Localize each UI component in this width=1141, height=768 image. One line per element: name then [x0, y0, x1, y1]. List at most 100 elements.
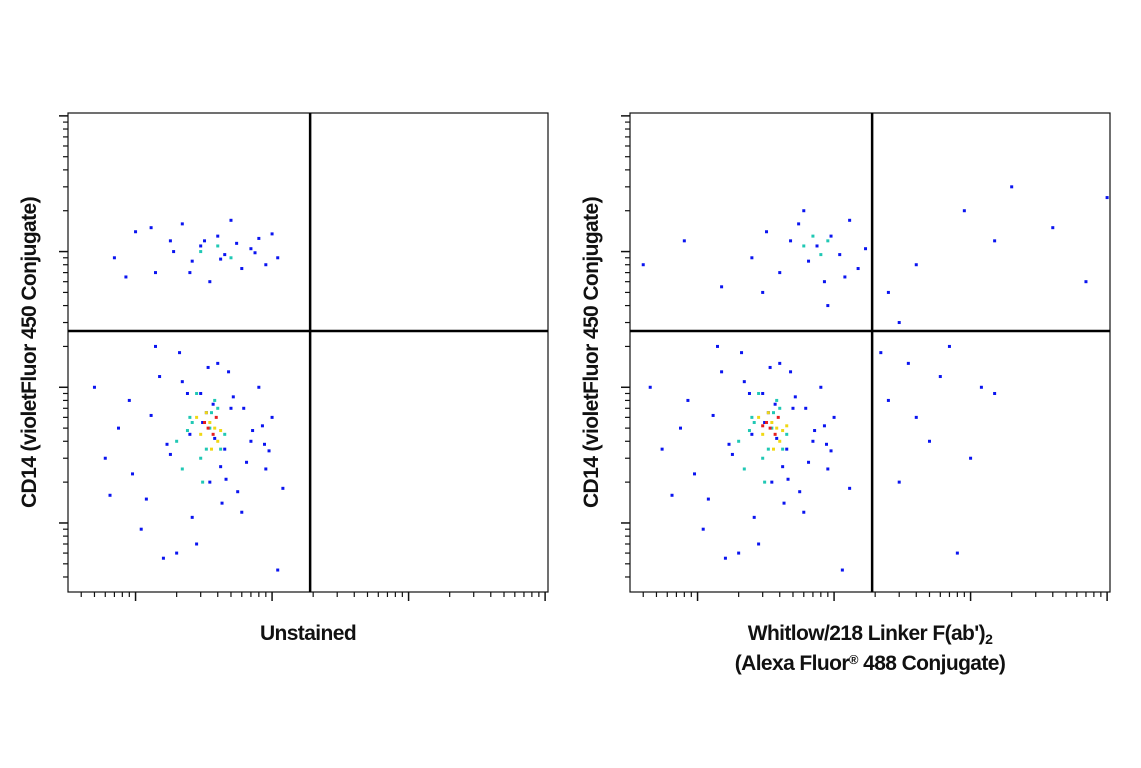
- data-point: [785, 424, 789, 428]
- data-point: [220, 501, 224, 505]
- plot-points: [92, 218, 285, 572]
- data-point: [720, 370, 724, 374]
- data-point: [267, 449, 271, 453]
- data-point: [165, 442, 169, 446]
- data-point: [693, 472, 697, 476]
- data-point: [781, 465, 785, 469]
- data-point: [927, 439, 931, 443]
- data-point: [838, 253, 842, 257]
- data-point: [124, 275, 128, 279]
- data-point: [175, 439, 179, 443]
- data-point: [276, 568, 280, 572]
- data-point: [172, 250, 176, 254]
- data-point: [670, 493, 674, 497]
- data-point: [211, 432, 215, 436]
- data-point: [822, 424, 826, 428]
- data-point: [236, 490, 240, 494]
- data-point: [737, 551, 741, 555]
- data-point: [199, 250, 203, 254]
- data-point: [781, 429, 785, 433]
- data-point: [757, 391, 761, 395]
- data-point: [134, 230, 138, 234]
- data-point: [742, 380, 746, 384]
- plot-points: [641, 185, 1109, 572]
- data-point: [260, 424, 264, 428]
- data-point: [216, 406, 220, 410]
- data-point: [761, 424, 765, 428]
- data-point: [716, 344, 720, 348]
- data-point: [798, 490, 802, 494]
- data-point: [765, 421, 769, 425]
- data-point: [190, 515, 194, 519]
- data-point: [199, 432, 203, 436]
- data-point: [914, 263, 918, 267]
- data-point: [775, 398, 779, 402]
- data-point: [224, 477, 228, 481]
- data-point: [947, 344, 951, 348]
- data-point: [264, 467, 268, 471]
- data-point: [216, 361, 220, 365]
- data-point: [214, 415, 218, 419]
- data-point: [161, 556, 165, 560]
- data-point: [235, 241, 239, 245]
- data-point: [1105, 196, 1109, 200]
- data-point: [727, 442, 731, 446]
- data-point: [804, 406, 808, 410]
- label-text: (Alexa Fluor: [735, 652, 850, 675]
- data-point: [199, 391, 203, 395]
- plot-frame: [629, 112, 1111, 593]
- y-axis-label: CD14 (violetFluor 450 Conjugate): [580, 197, 603, 508]
- data-point: [802, 209, 806, 213]
- data-point: [750, 432, 754, 436]
- data-point: [826, 239, 830, 243]
- data-point: [906, 361, 910, 365]
- data-point: [778, 271, 782, 275]
- data-point: [766, 411, 770, 415]
- data-point: [195, 415, 199, 419]
- data-point: [807, 259, 811, 263]
- data-point: [757, 542, 761, 546]
- data-point: [213, 436, 217, 440]
- data-point: [763, 421, 767, 425]
- data-point: [840, 568, 844, 572]
- data-point: [886, 398, 890, 402]
- data-point: [778, 361, 782, 365]
- data-point: [770, 480, 774, 484]
- data-point: [824, 442, 828, 446]
- data-point: [773, 432, 777, 436]
- data-point: [249, 439, 253, 443]
- data-point: [213, 426, 217, 430]
- data-point: [219, 447, 223, 451]
- data-point: [229, 218, 233, 222]
- data-point: [240, 267, 244, 271]
- data-point: [1051, 226, 1055, 230]
- data-point: [747, 429, 751, 433]
- data-point: [216, 244, 220, 248]
- data-point: [251, 429, 255, 433]
- data-point: [195, 542, 199, 546]
- data-point: [979, 385, 983, 389]
- data-point: [802, 510, 806, 514]
- data-point: [761, 290, 765, 294]
- data-point: [750, 415, 754, 419]
- data-point: [257, 236, 261, 240]
- data-point: [201, 480, 205, 484]
- data-point: [765, 230, 769, 234]
- data-point: [781, 447, 785, 451]
- data-point: [969, 456, 973, 460]
- data-point: [766, 447, 770, 451]
- data-point: [829, 449, 833, 453]
- data-point: [641, 263, 645, 267]
- data-point: [761, 432, 765, 436]
- data-point: [249, 247, 253, 251]
- data-point: [811, 234, 815, 238]
- data-point: [782, 501, 786, 505]
- data-point: [993, 239, 997, 243]
- data-point: [154, 271, 158, 275]
- y-axis-label: CD14 (violetFluor 450 Conjugate): [18, 197, 41, 508]
- data-point: [826, 467, 830, 471]
- data-point: [785, 432, 789, 436]
- data-point: [829, 234, 833, 238]
- data-point: [826, 304, 830, 308]
